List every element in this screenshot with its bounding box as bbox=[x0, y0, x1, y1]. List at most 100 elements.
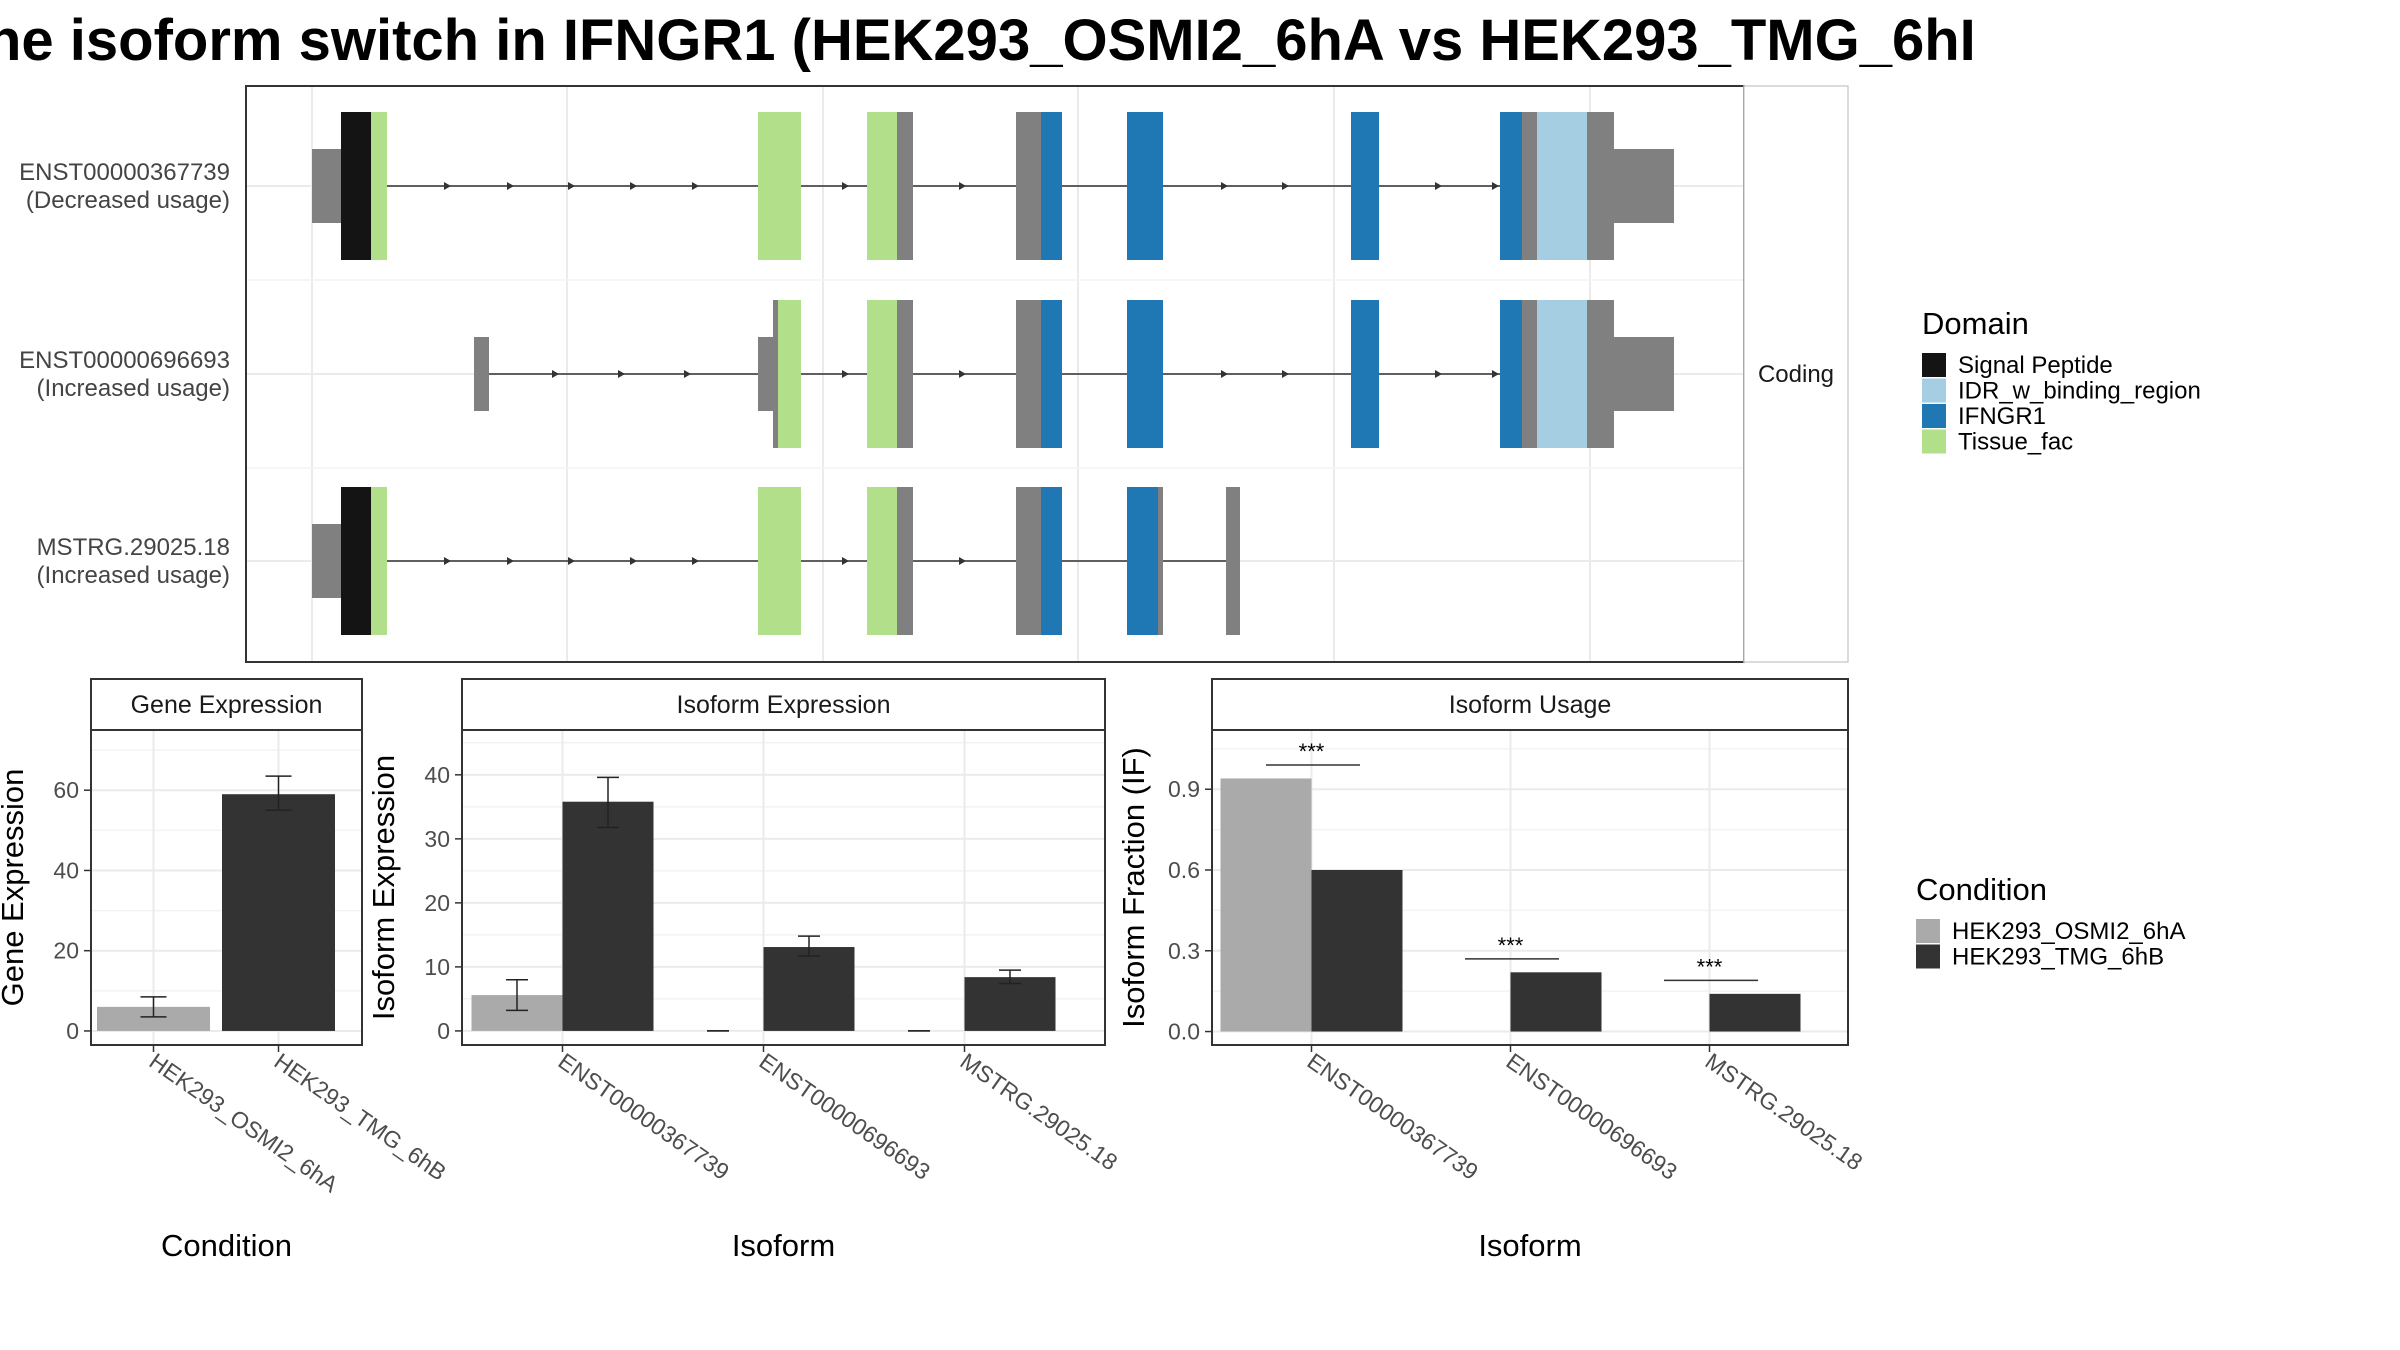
exon-ifngr1 bbox=[1500, 300, 1522, 448]
exon-ifngr1 bbox=[1351, 300, 1379, 448]
domain-legend-key bbox=[1922, 429, 1946, 454]
domain-legend-label: IDR_w_binding_region bbox=[1958, 378, 2201, 405]
y-tick-label: 0.6 bbox=[1168, 857, 1200, 883]
intron-direction-arrow bbox=[684, 370, 691, 378]
intron-direction-arrow bbox=[692, 182, 699, 190]
x-tick-label: ENST00000367739 bbox=[1303, 1048, 1483, 1185]
non-coding-exon bbox=[1016, 300, 1041, 448]
intron-direction-arrow bbox=[842, 557, 849, 565]
y-tick-label: 20 bbox=[424, 890, 450, 916]
intron-direction-arrow bbox=[552, 370, 559, 378]
y-tick-label: 0 bbox=[437, 1018, 450, 1044]
transcript-id-label: MSTRG.29025.18 bbox=[37, 534, 230, 561]
non-coding-exon bbox=[1587, 112, 1614, 260]
exon-ifngr1 bbox=[1041, 112, 1062, 260]
intron-direction-arrow bbox=[568, 182, 575, 190]
condition-legend-key bbox=[1916, 919, 1940, 943]
exon-ifngr1 bbox=[1127, 487, 1158, 635]
significance-label: *** bbox=[1697, 954, 1723, 979]
domain-legend: Domain Signal PeptideIDR_w_binding_region… bbox=[1922, 306, 2201, 456]
y-tick-label: 0.0 bbox=[1168, 1019, 1200, 1045]
intron-direction-arrow bbox=[959, 557, 966, 565]
intron-direction-arrow bbox=[507, 557, 514, 565]
intron-direction-arrow bbox=[1435, 182, 1442, 190]
intron-direction-arrow bbox=[1282, 182, 1289, 190]
intron-direction-arrow bbox=[1282, 370, 1289, 378]
non-coding-exon bbox=[1226, 487, 1240, 635]
non-coding-exon bbox=[1614, 149, 1674, 223]
panel-title: Gene Expression bbox=[131, 691, 323, 719]
intron-direction-arrow bbox=[630, 182, 637, 190]
x-tick-label: ENST00000696693 bbox=[1502, 1048, 1682, 1185]
exon-idr-w-binding-region bbox=[1537, 112, 1587, 260]
significance-label: *** bbox=[1498, 933, 1524, 958]
exon-ifngr1 bbox=[1041, 487, 1062, 635]
panel-title: Isoform Usage bbox=[1449, 691, 1612, 719]
non-coding-exon bbox=[312, 149, 341, 223]
domain-legend-key bbox=[1922, 378, 1946, 403]
exon-signal-peptide bbox=[341, 487, 371, 635]
non-coding-exon bbox=[1614, 337, 1674, 411]
non-coding-exon bbox=[773, 300, 778, 448]
non-coding-exon bbox=[897, 112, 913, 260]
domain-legend-key bbox=[1922, 353, 1946, 377]
exon-tissue-fac bbox=[371, 487, 387, 635]
bar-panel-3: *** *** *** Isoform Usage 0.0 0.3 0.6 0.9 ENST00… bbox=[1116, 678, 1867, 1263]
intron-direction-arrow bbox=[507, 182, 514, 190]
intron-direction-arrow bbox=[692, 557, 699, 565]
x-axis-title: Isoform bbox=[732, 1228, 835, 1263]
y-axis-title: Isoform Fraction (IF) bbox=[1116, 747, 1151, 1028]
domain-legend-label: Tissue_fac bbox=[1958, 429, 2073, 456]
y-tick-label: 40 bbox=[53, 857, 79, 883]
non-coding-exon bbox=[1016, 487, 1041, 635]
intron-direction-arrow bbox=[959, 182, 966, 190]
x-axis-title: Isoform bbox=[1478, 1228, 1581, 1263]
panel-strip bbox=[90, 678, 363, 731]
y-tick-label: 0.3 bbox=[1168, 938, 1200, 964]
non-coding-exon bbox=[474, 337, 489, 411]
exon-ifngr1 bbox=[1351, 112, 1379, 260]
facet-strip-label: Coding bbox=[1758, 361, 1834, 388]
y-tick-label: 40 bbox=[424, 762, 450, 788]
intron-direction-arrow bbox=[618, 370, 625, 378]
panel-strip bbox=[461, 678, 1106, 731]
exon-idr-w-binding-region bbox=[1537, 300, 1587, 448]
y-tick-label: 30 bbox=[424, 826, 450, 852]
panel-title: Isoform Expression bbox=[677, 691, 891, 719]
exon-ifngr1 bbox=[1041, 300, 1062, 448]
bar bbox=[1709, 993, 1801, 1032]
non-coding-exon bbox=[1587, 300, 1614, 448]
exon-tissue-fac bbox=[758, 487, 801, 635]
non-coding-exon bbox=[1158, 487, 1163, 635]
x-axis-title: Condition bbox=[161, 1228, 292, 1263]
significance-label: *** bbox=[1299, 739, 1325, 764]
x-tick-label: MSTRG.29025.18 bbox=[956, 1048, 1123, 1176]
condition-legend-title: Condition bbox=[1916, 872, 2047, 907]
intron-direction-arrow bbox=[1221, 182, 1228, 190]
exon-tissue-fac bbox=[867, 112, 897, 260]
bar bbox=[1510, 972, 1602, 1032]
domain-legend-title: Domain bbox=[1922, 306, 2029, 341]
transcript-usage-label: (Increased usage) bbox=[37, 375, 230, 402]
condition-legend-key bbox=[1916, 944, 1940, 969]
exon-tissue-fac bbox=[867, 300, 897, 448]
domain-legend-label: IFNGR1 bbox=[1958, 403, 2046, 430]
y-tick-label: 10 bbox=[424, 954, 450, 980]
bar-panel-2: Isoform Expression 0 10 20 30 40 ENST000003677… bbox=[366, 678, 1123, 1263]
y-tick-label: 0 bbox=[66, 1018, 79, 1044]
intron-direction-arrow bbox=[1221, 370, 1228, 378]
bar bbox=[763, 947, 855, 1031]
non-coding-exon bbox=[897, 487, 913, 635]
intron-direction-arrow bbox=[959, 370, 966, 378]
y-axis-title: Isoform Expression bbox=[366, 755, 401, 1020]
bar bbox=[562, 801, 654, 1031]
intron-direction-arrow bbox=[1492, 182, 1499, 190]
transcript-panel: ENST00000367739(Decreased usage) ENST0000… bbox=[19, 85, 1849, 663]
transcript-usage-label: (Decreased usage) bbox=[26, 187, 230, 214]
non-coding-exon bbox=[1522, 300, 1537, 448]
intron-direction-arrow bbox=[568, 557, 575, 565]
panel-strip bbox=[1211, 678, 1849, 731]
intron-direction-arrow bbox=[842, 182, 849, 190]
